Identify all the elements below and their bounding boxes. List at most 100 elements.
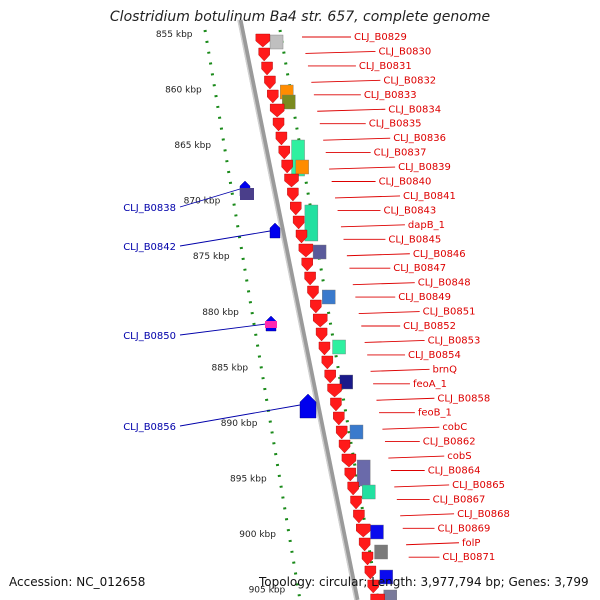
forward-cds-arrow [267, 89, 279, 104]
accession-label: Accession: NC_012658 [9, 575, 146, 589]
forward-label-leader [394, 484, 450, 488]
forward-gene-label[interactable]: CLJ_B0871 [442, 552, 495, 563]
forward-gene-label[interactable]: cobC [442, 422, 467, 433]
feature-bar [332, 339, 346, 355]
forward-gene-label[interactable]: CLJ_B0840 [379, 177, 432, 188]
forward-label-leader [358, 311, 420, 314]
forward-cds-arrow [330, 397, 342, 412]
feature-bar [304, 204, 319, 242]
forward-cds-arrow [321, 355, 334, 370]
forward-gene-label[interactable]: CLJ_B0867 [433, 494, 486, 505]
forward-cds-arrow [287, 187, 299, 202]
forward-cds-arrow [347, 481, 359, 496]
forward-label-leader [376, 397, 435, 401]
forward-cds-arrow [290, 201, 302, 216]
forward-cds-arrow [298, 243, 314, 258]
forward-label-leader [400, 513, 455, 517]
forward-cds-arrow [356, 523, 371, 538]
reverse-gene-label[interactable]: CLJ_B0838 [123, 203, 176, 214]
ruler-tick-label: 890 kbp [221, 419, 258, 429]
forward-gene-label[interactable]: CLJ_B0848 [418, 278, 471, 289]
forward-gene-label[interactable]: CLJ_B0843 [383, 205, 436, 216]
forward-gene-label[interactable]: CLJ_B0862 [423, 437, 476, 448]
forward-gene-label[interactable]: CLJ_B0865 [452, 480, 505, 491]
reverse-label-leader [179, 323, 267, 336]
forward-gene-label[interactable]: CLJ_B0864 [428, 466, 481, 477]
forward-gene-label[interactable]: feoA_1 [413, 379, 447, 390]
forward-gene-label[interactable]: feoB_1 [418, 408, 452, 419]
feature-bar [370, 524, 384, 540]
forward-gene-label[interactable]: cobS [447, 451, 471, 462]
forward-gene-label[interactable]: CLJ_B0834 [388, 104, 441, 115]
feature-bar [339, 374, 353, 390]
feature-bar [282, 94, 296, 110]
forward-gene-label[interactable]: CLJ_B0849 [398, 292, 451, 303]
forward-cds-arrow [333, 411, 345, 426]
forward-cds-arrow [278, 145, 290, 160]
forward-gene-label[interactable]: brnQ [432, 364, 457, 375]
feature-bar [295, 159, 309, 175]
forward-label-leader [364, 340, 425, 343]
forward-label-leader [317, 108, 386, 112]
forward-label-leader [382, 426, 440, 430]
forward-gene-label[interactable]: dapB_1 [408, 220, 445, 231]
forward-cds-arrow [313, 313, 328, 328]
forward-gene-label[interactable]: CLJ_B0851 [423, 307, 476, 318]
forward-gene-label[interactable]: CLJ_B0841 [403, 191, 456, 202]
forward-gene-label[interactable]: CLJ_B0854 [408, 350, 461, 361]
forward-gene-label[interactable]: CLJ_B0847 [393, 263, 446, 274]
ruler-tick-label: 870 kbp [184, 197, 221, 207]
ruler-tick-label: 865 kbp [174, 141, 211, 151]
forward-gene-label[interactable]: CLJ_B0835 [369, 119, 422, 130]
forward-cds-arrow [275, 131, 288, 146]
forward-cds-arrow [258, 47, 270, 62]
forward-gene-label[interactable]: folP [462, 538, 480, 549]
reverse-label-leader [179, 404, 301, 427]
ruler-tick-label: 885 kbp [211, 363, 248, 373]
forward-cds-arrow [350, 495, 362, 510]
forward-gene-label[interactable]: CLJ_B0829 [354, 32, 407, 43]
reverse-gene-label[interactable]: CLJ_B0850 [123, 331, 176, 342]
forward-cds-arrow [269, 103, 285, 118]
forward-label-leader [352, 282, 415, 286]
forward-gene-label[interactable]: CLJ_B0830 [378, 46, 431, 57]
sequence-backbone [237, 19, 360, 600]
feature-bar [383, 589, 397, 600]
forward-label-leader [329, 166, 396, 170]
forward-label-leader [311, 79, 381, 83]
forward-gene-label[interactable]: CLJ_B0837 [374, 148, 427, 159]
forward-gene-label[interactable]: CLJ_B0858 [437, 393, 490, 404]
forward-cds-arrow [364, 565, 377, 580]
forward-gene-label[interactable]: CLJ_B0846 [413, 249, 466, 260]
forward-gene-label[interactable]: CLJ_B0852 [403, 321, 456, 332]
forward-cds-arrow [292, 215, 305, 230]
feature-bar [349, 424, 364, 440]
forward-gene-label[interactable]: CLJ_B0839 [398, 162, 451, 173]
feature-bar [374, 544, 388, 560]
feature-mark [265, 321, 277, 328]
forward-gene-label[interactable]: CLJ_B0836 [393, 133, 446, 144]
forward-label-leader [406, 542, 459, 546]
forward-cds-arrow [261, 61, 273, 76]
forward-cds-arrow [344, 467, 356, 482]
forward-gene-label[interactable]: CLJ_B0833 [364, 90, 417, 101]
ruler-tick-label: 895 kbp [230, 474, 267, 484]
forward-cds-arrow [281, 159, 293, 174]
forward-gene-label[interactable]: CLJ_B0832 [383, 75, 436, 86]
feature-bar [269, 34, 284, 50]
reverse-gene-label[interactable]: CLJ_B0856 [123, 422, 176, 433]
forward-gene-label[interactable]: CLJ_B0869 [438, 523, 491, 534]
forward-cds-arrow [358, 537, 371, 552]
ruler-tick-label: 900 kbp [239, 530, 276, 540]
feature-bar [362, 484, 376, 500]
forward-cds-arrow [318, 341, 331, 356]
forward-gene-label[interactable]: CLJ_B0868 [457, 509, 510, 520]
forward-gene-label[interactable]: CLJ_B0853 [428, 335, 481, 346]
forward-cds-arrow [353, 509, 365, 524]
forward-cds-arrow [335, 425, 348, 440]
forward-gene-label[interactable]: CLJ_B0845 [388, 234, 441, 245]
forward-cds-arrow [327, 383, 342, 398]
sequence-backbone-highlight [237, 19, 356, 600]
reverse-gene-label[interactable]: CLJ_B0842 [123, 242, 176, 253]
forward-gene-label[interactable]: CLJ_B0831 [359, 61, 412, 72]
